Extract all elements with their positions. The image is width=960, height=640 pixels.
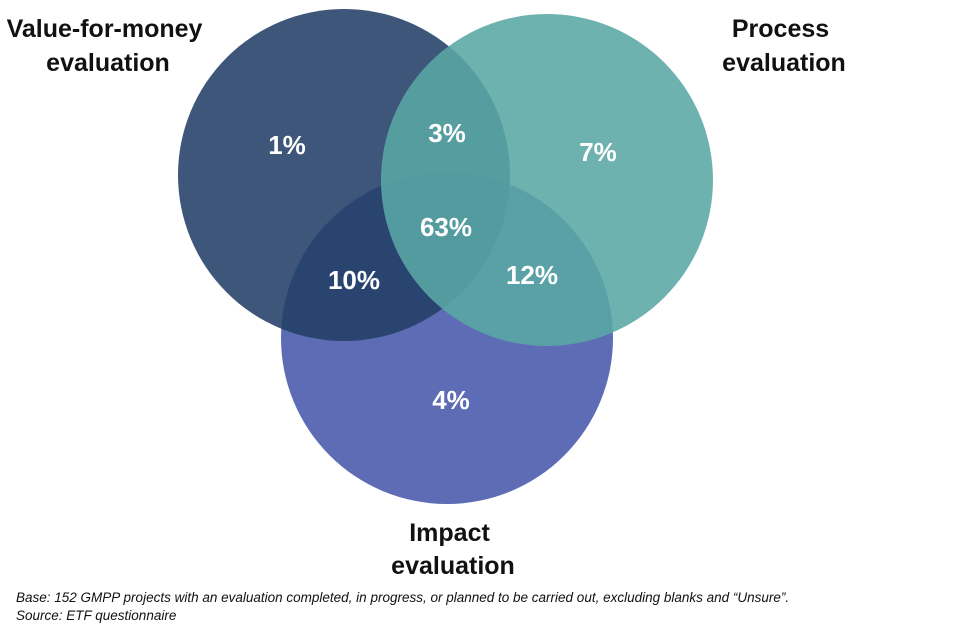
footnote-source: Source: ETF questionnaire [16,608,177,623]
value-for-money-label: Value-for-money evaluation [7,15,210,77]
region-all-three: 63% [420,212,472,242]
region-impact-only: 4% [432,385,470,415]
footnote-base: Base: 152 GMPP projects with an evaluati… [16,590,790,605]
process-evaluation-circle [381,14,713,346]
region-process-only: 7% [579,137,617,167]
region-vfm-process: 3% [428,118,466,148]
region-vfm-only: 1% [268,130,306,160]
impact-label: Impact evaluation [391,519,515,580]
region-process-impact: 12% [506,260,558,290]
process-label: Process evaluation [722,15,846,77]
region-vfm-impact: 10% [328,265,380,295]
